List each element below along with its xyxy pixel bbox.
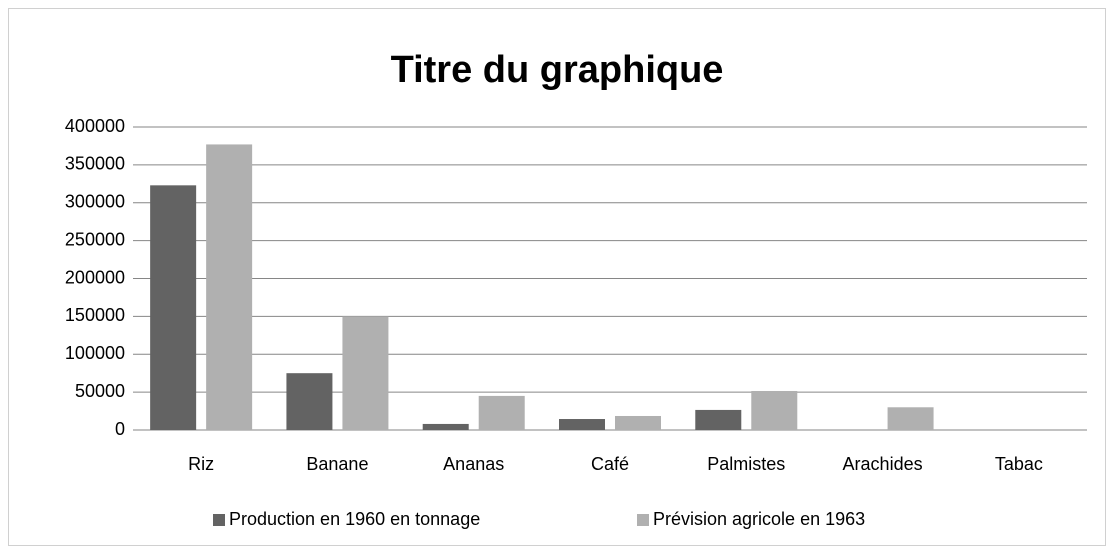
y-tick-label: 0 [115,419,125,439]
bar [150,185,197,430]
y-tick-label: 250000 [65,229,125,249]
bar [887,407,934,430]
y-tick-label: 200000 [65,267,125,287]
bar [559,419,605,430]
x-tick-label: Arachides [843,454,923,474]
x-tick-label: Riz [188,454,214,474]
bar [615,415,661,430]
bar [422,423,469,430]
chart-title: Titre du graphique [391,49,724,91]
y-tick-label: 100000 [65,343,125,363]
x-tick-label: Banane [306,454,368,474]
x-tick-label: Tabac [995,454,1043,474]
y-tick-label: 350000 [65,154,125,174]
bar [342,316,389,430]
bar [751,390,798,430]
bar [478,395,525,430]
legend-swatch [213,514,225,526]
y-tick-label: 50000 [75,381,125,401]
legend-swatch [637,514,649,526]
legend-label: Prévision agricole en 1963 [653,509,865,529]
y-tick-label: 300000 [65,192,125,212]
x-tick-label: Ananas [443,454,504,474]
x-tick-label: Palmistes [707,454,785,474]
bar [286,373,333,430]
bar [206,144,253,431]
legend-label: Production en 1960 en tonnage [229,509,480,529]
y-tick-label: 150000 [65,305,125,325]
bar [695,409,742,430]
y-tick-label: 400000 [65,116,125,136]
x-tick-label: Café [591,454,629,474]
